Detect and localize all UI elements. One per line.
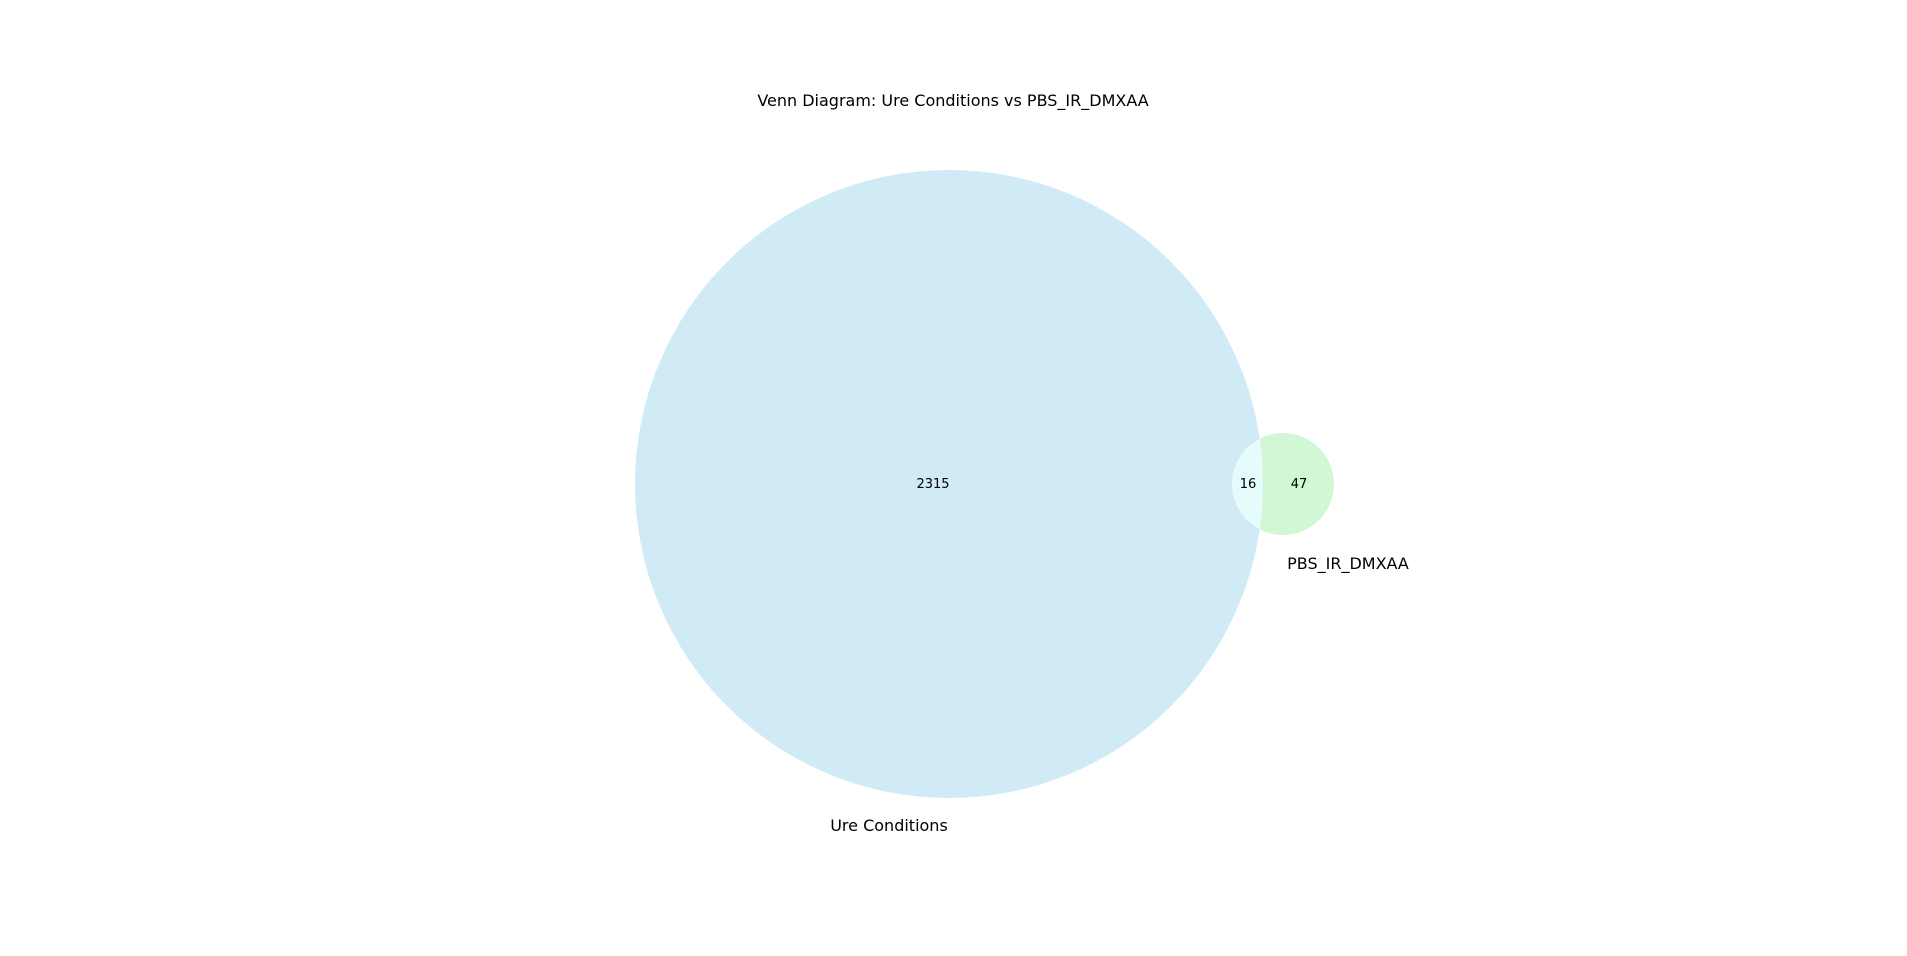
overlap-region (1232, 433, 1263, 535)
region-count-overlap: 16 (1240, 477, 1257, 492)
chart-title: Venn Diagram: Ure Conditions vs PBS_IR_D… (757, 91, 1148, 111)
set-b-label: PBS_IR_DMXAA (1287, 554, 1409, 574)
set-a-label: Ure Conditions (830, 816, 948, 835)
set-a-circle (635, 170, 1263, 798)
region-count-only-b: 47 (1291, 477, 1308, 492)
region-count-only-a: 2315 (916, 477, 949, 492)
